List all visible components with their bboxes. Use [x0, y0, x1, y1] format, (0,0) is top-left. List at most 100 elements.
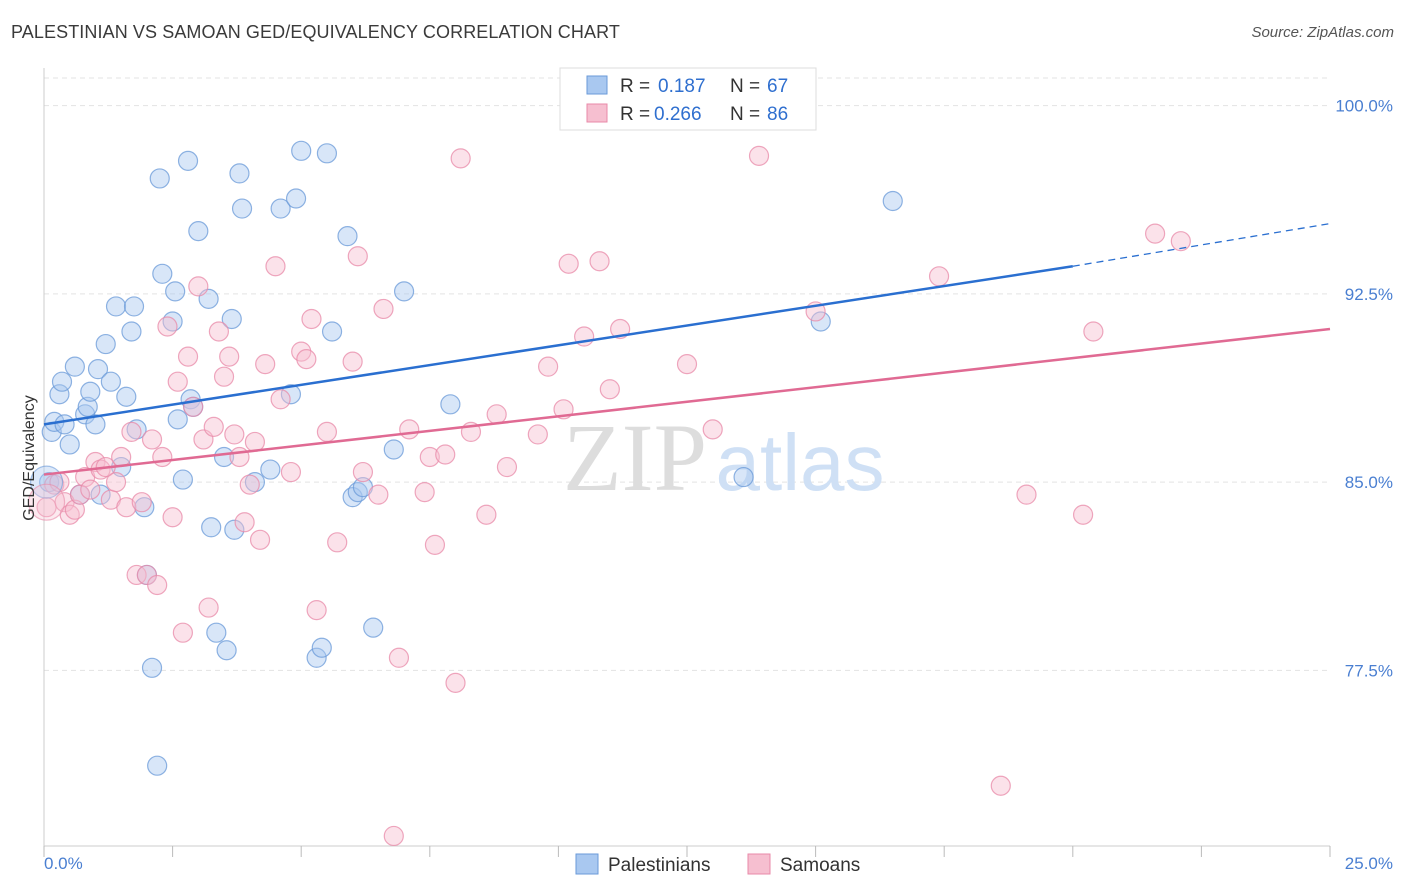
point-palestinians	[882, 190, 903, 212]
point-samoans	[496, 456, 518, 478]
legend-r-value-1: 0.187	[658, 76, 706, 97]
legend-swatch-pink	[586, 103, 608, 123]
point-palestinians	[280, 384, 302, 405]
point-samoans	[702, 419, 723, 440]
point-samoans	[296, 349, 317, 370]
point-palestinians	[51, 371, 73, 392]
point-samoans	[219, 346, 240, 367]
point-palestinians	[316, 143, 338, 164]
point-samoans	[255, 354, 276, 375]
point-samoans	[64, 499, 85, 520]
point-samoans	[244, 431, 266, 453]
point-palestinians	[810, 311, 831, 332]
point-palestinians	[59, 434, 80, 455]
point-palestinians	[231, 198, 253, 219]
point-samoans	[126, 564, 147, 586]
point-samoans	[301, 308, 322, 330]
point-samoans	[80, 479, 101, 500]
point-samoans	[450, 148, 471, 169]
legend-n-value-1: 67	[767, 76, 788, 97]
point-samoans	[424, 534, 446, 555]
legend-swatch-blue	[586, 75, 608, 95]
point-samoans	[105, 471, 127, 493]
point-palestinians	[85, 414, 106, 435]
x-tick-label-max: 25.0%	[1345, 854, 1393, 873]
x-ticks	[43, 846, 1331, 857]
trend-line-samoans	[43, 327, 1331, 476]
point-palestinians	[149, 168, 170, 189]
point-palestinians	[306, 647, 327, 668]
point-samoans	[347, 246, 368, 267]
point-samoans	[1016, 484, 1037, 505]
point-samoans	[280, 461, 302, 483]
point-samoans-cluster	[27, 483, 66, 521]
point-palestinians	[221, 308, 242, 330]
point-palestinians	[54, 414, 75, 435]
point-palestinians	[440, 394, 461, 415]
bottom-legend: Palestinians Samoans	[575, 853, 860, 876]
point-samoans	[748, 145, 770, 166]
point-samoans	[1170, 231, 1191, 252]
point-samoans	[589, 251, 610, 272]
point-palestinians	[285, 188, 307, 209]
point-samoans	[373, 298, 394, 320]
bottom-legend-samoans: Samoans	[780, 855, 860, 876]
point-palestinians	[216, 640, 237, 661]
point-palestinians	[49, 384, 70, 405]
watermark-zip: ZIP	[563, 404, 707, 511]
point-samoans	[234, 512, 255, 533]
point-palestinians	[39, 471, 60, 493]
y-tick-labels: 77.5% 85.0% 92.5% 100.0%	[1335, 97, 1393, 681]
point-samoans	[538, 356, 559, 377]
bottom-legend-swatch-samoans	[747, 853, 771, 875]
point-palestinians	[126, 419, 147, 440]
point-palestinians	[105, 296, 127, 317]
point-samoans	[327, 532, 348, 553]
points-layer	[27, 88, 1191, 847]
point-samoans	[224, 424, 245, 445]
point-palestinians	[167, 409, 188, 430]
point-palestinians	[229, 163, 250, 184]
point-samoans	[172, 622, 193, 643]
legend-r-label-1: R =	[620, 76, 650, 97]
point-palestinians	[116, 386, 137, 407]
point-samoans	[1072, 504, 1094, 525]
point-samoans	[188, 276, 209, 297]
y-tick-label: 85.0%	[1345, 473, 1393, 492]
point-palestinians	[141, 657, 163, 678]
watermark-atlas: atlas	[716, 418, 885, 507]
point-samoans	[162, 507, 183, 528]
point-samoans	[527, 424, 548, 445]
y-tick-label: 77.5%	[1345, 661, 1393, 680]
point-palestinians	[188, 221, 209, 242]
point-samoans	[1145, 223, 1166, 244]
y-tick-label: 100.0%	[1335, 97, 1393, 116]
point-palestinians	[121, 321, 142, 342]
point-samoans	[414, 482, 435, 503]
point-samoans	[486, 404, 507, 425]
point-palestinians	[172, 469, 193, 490]
point-palestinians	[201, 517, 222, 538]
point-samoans	[213, 366, 235, 387]
point-palestinians	[383, 439, 404, 460]
point-palestinians	[80, 381, 101, 402]
point-palestinians	[291, 140, 312, 161]
point-palestinians	[147, 755, 168, 776]
point-samoans	[116, 497, 137, 518]
point-samoans	[928, 266, 950, 287]
point-palestinians	[90, 484, 111, 505]
point-samoans	[270, 389, 291, 410]
point-palestinians	[733, 466, 754, 488]
point-samoans	[419, 446, 440, 468]
point-samoans	[368, 484, 389, 505]
point-samoans	[383, 825, 404, 847]
point-palestinians	[152, 263, 173, 284]
point-palestinians	[260, 459, 281, 480]
point-samoans	[990, 775, 1011, 796]
point-palestinians	[224, 519, 245, 540]
legend-r-value-2: 0.266	[654, 104, 702, 125]
legend-n-value-2: 86	[767, 104, 788, 125]
point-samoans	[306, 599, 327, 621]
point-samoans	[147, 574, 168, 596]
point-samoans	[229, 446, 250, 468]
